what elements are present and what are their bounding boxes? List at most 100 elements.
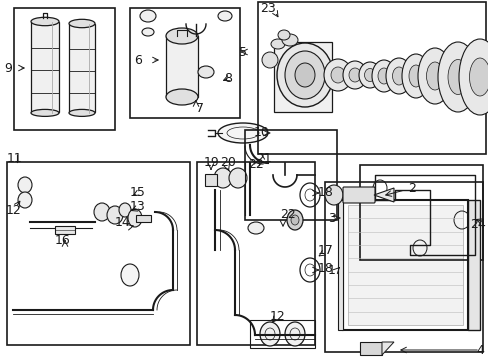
Bar [359,342,381,355]
Ellipse shape [270,39,285,49]
Text: 18: 18 [317,186,333,199]
Bar [467,200,479,330]
Ellipse shape [458,39,488,115]
Ellipse shape [377,68,389,84]
Bar [130,8,240,118]
Bar [204,174,217,186]
Bar [347,205,462,325]
Ellipse shape [408,65,422,87]
Ellipse shape [417,48,451,104]
Text: 16: 16 [55,234,71,247]
Text: 3: 3 [327,211,335,225]
Ellipse shape [358,62,380,88]
Bar [55,226,75,234]
Bar [258,2,485,154]
Text: 18: 18 [317,261,333,274]
Bar [249,320,314,348]
Text: 23: 23 [260,1,275,14]
Ellipse shape [121,264,139,286]
Text: 24: 24 [469,219,485,231]
Ellipse shape [426,62,443,90]
Text: 14: 14 [115,216,130,230]
Bar [165,36,198,97]
Bar [359,165,482,260]
Bar [244,130,336,220]
Ellipse shape [342,61,366,89]
Bar [337,200,342,330]
Ellipse shape [325,185,342,205]
Ellipse shape [107,206,123,224]
Ellipse shape [140,10,156,22]
FancyBboxPatch shape [31,22,59,112]
Text: 7: 7 [196,102,203,114]
Ellipse shape [371,60,395,92]
Bar [14,8,115,130]
Text: 20: 20 [220,156,235,168]
Ellipse shape [294,63,314,87]
Text: 15: 15 [130,185,145,198]
Text: 4: 4 [475,343,483,356]
Text: 1: 1 [327,264,335,276]
Ellipse shape [282,34,297,46]
Ellipse shape [385,58,411,94]
Ellipse shape [128,209,142,227]
Text: 22: 22 [280,208,295,221]
Ellipse shape [364,68,375,81]
Text: 13: 13 [130,201,145,213]
Text: 19: 19 [203,156,219,168]
Ellipse shape [218,11,231,21]
Text: 12: 12 [269,310,285,323]
Ellipse shape [228,168,246,188]
FancyBboxPatch shape [69,23,95,112]
Ellipse shape [94,203,110,221]
Ellipse shape [348,68,360,82]
Ellipse shape [401,54,429,98]
Bar [197,162,314,345]
Ellipse shape [142,28,154,36]
Ellipse shape [165,28,198,44]
Text: 11: 11 [7,152,23,165]
Ellipse shape [198,66,214,78]
Bar [273,42,331,112]
Text: 22: 22 [247,158,263,171]
Ellipse shape [165,89,198,105]
Text: 10: 10 [254,126,269,139]
Ellipse shape [18,192,32,208]
Bar [136,215,151,222]
Ellipse shape [468,58,488,96]
Ellipse shape [392,67,405,85]
Ellipse shape [290,215,298,225]
Ellipse shape [286,210,303,230]
Ellipse shape [330,67,345,83]
Text: 21: 21 [256,152,271,165]
Ellipse shape [285,51,325,99]
Polygon shape [381,342,393,355]
Ellipse shape [119,203,131,217]
Ellipse shape [18,177,32,193]
FancyBboxPatch shape [342,187,374,203]
Ellipse shape [447,59,467,94]
Ellipse shape [247,222,264,234]
Ellipse shape [324,59,351,91]
Polygon shape [373,188,393,202]
Ellipse shape [214,168,231,188]
Text: 8: 8 [224,72,231,85]
Text: 6: 6 [134,54,142,67]
Ellipse shape [276,43,332,107]
Bar [7,162,190,345]
Text: 9: 9 [4,62,12,75]
Text: 12: 12 [6,203,21,216]
Ellipse shape [218,123,267,143]
Ellipse shape [262,52,278,68]
Ellipse shape [31,109,59,116]
Ellipse shape [437,42,477,112]
Bar [342,200,467,330]
Ellipse shape [285,322,305,346]
Text: 5: 5 [239,45,246,58]
Text: 2: 2 [407,181,415,194]
Ellipse shape [260,322,280,346]
Ellipse shape [31,17,59,26]
Bar [325,182,482,352]
Text: 17: 17 [317,243,333,256]
Ellipse shape [69,19,95,28]
